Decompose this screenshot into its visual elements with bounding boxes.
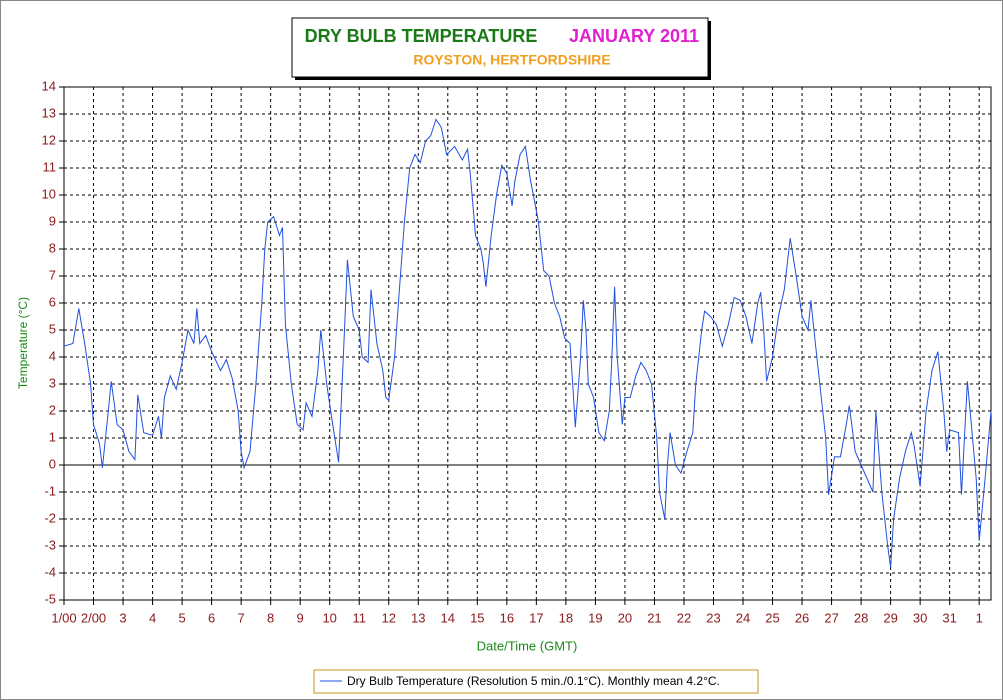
x-tick-label: 24 — [736, 610, 750, 625]
title-box — [291, 17, 709, 78]
y-tick-label: 7 — [49, 267, 56, 282]
x-tick-label: 1 — [976, 610, 983, 625]
y-tick-label: 0 — [49, 456, 56, 471]
x-tick-label: 14 — [441, 610, 455, 625]
y-tick-label: -5 — [44, 591, 56, 606]
x-tick-label: 27 — [824, 610, 838, 625]
x-axis-label: Date/Time (GMT) — [477, 638, 578, 653]
y-tick-label: -4 — [44, 564, 56, 579]
x-tick-label: 31 — [942, 610, 956, 625]
x-tick-label: 21 — [647, 610, 661, 625]
y-tick-label: -1 — [44, 483, 56, 498]
y-tick-label: 1 — [49, 429, 56, 444]
y-tick-label: 8 — [49, 240, 56, 255]
x-tick-label: 23 — [706, 610, 720, 625]
legend-label: Dry Bulb Temperature (Resolution 5 min./… — [347, 674, 720, 688]
temperature-line — [63, 118, 992, 568]
x-tick-label: 4 — [149, 610, 156, 625]
y-tick-label: 11 — [43, 159, 57, 174]
chart-title: DRY BULB TEMPERATURE — [305, 26, 538, 46]
x-tick-label: 30 — [913, 610, 927, 625]
x-tick-label: 19 — [588, 610, 602, 625]
y-tick-label: 2 — [49, 402, 56, 417]
y-tick-label: 14 — [42, 78, 56, 93]
x-tick-label: 28 — [854, 610, 868, 625]
x-tick-label: 12 — [382, 610, 396, 625]
x-tick-label: 7 — [238, 610, 245, 625]
y-tick-label: 4 — [49, 348, 56, 363]
x-tick-label: 10 — [322, 610, 336, 625]
y-tick-label: 9 — [49, 213, 56, 228]
y-tick-label: 10 — [42, 186, 56, 201]
y-tick-label: -3 — [44, 537, 56, 552]
x-tick-label: 15 — [470, 610, 484, 625]
x-tick-label: 2/00 — [81, 610, 106, 625]
y-tick-label: -2 — [44, 510, 56, 525]
x-tick-label: 18 — [559, 610, 573, 625]
x-tick-label: 9 — [297, 610, 304, 625]
x-tick-label: 3 — [119, 610, 126, 625]
x-tick-label: 5 — [178, 610, 185, 625]
x-tick-label: 1/00 — [51, 610, 76, 625]
x-tick-label: 26 — [795, 610, 809, 625]
y-tick-label: 13 — [42, 105, 56, 120]
y-axis-label: Temperature (°C) — [16, 297, 30, 389]
x-tick-label: 17 — [529, 610, 543, 625]
legend-box — [313, 669, 759, 694]
x-tick-label: 22 — [677, 610, 691, 625]
y-tick-label: 6 — [49, 294, 56, 309]
x-tick-label: 20 — [618, 610, 632, 625]
plot-area — [63, 86, 992, 601]
x-tick-label: 8 — [267, 610, 274, 625]
y-tick-label: 3 — [49, 375, 56, 390]
chart-title-month: JANUARY 2011 — [569, 26, 699, 46]
x-tick-label: 25 — [765, 610, 779, 625]
x-tick-label: 11 — [352, 610, 366, 625]
x-tick-label: 16 — [500, 610, 514, 625]
y-tick-label: 5 — [49, 321, 56, 336]
x-tick-label: 6 — [208, 610, 215, 625]
x-tick-label: 13 — [411, 610, 425, 625]
y-tick-label: 12 — [42, 132, 56, 147]
chart-subtitle: ROYSTON, HERTFORDSHIRE — [413, 52, 610, 68]
x-tick-label: 29 — [883, 610, 897, 625]
